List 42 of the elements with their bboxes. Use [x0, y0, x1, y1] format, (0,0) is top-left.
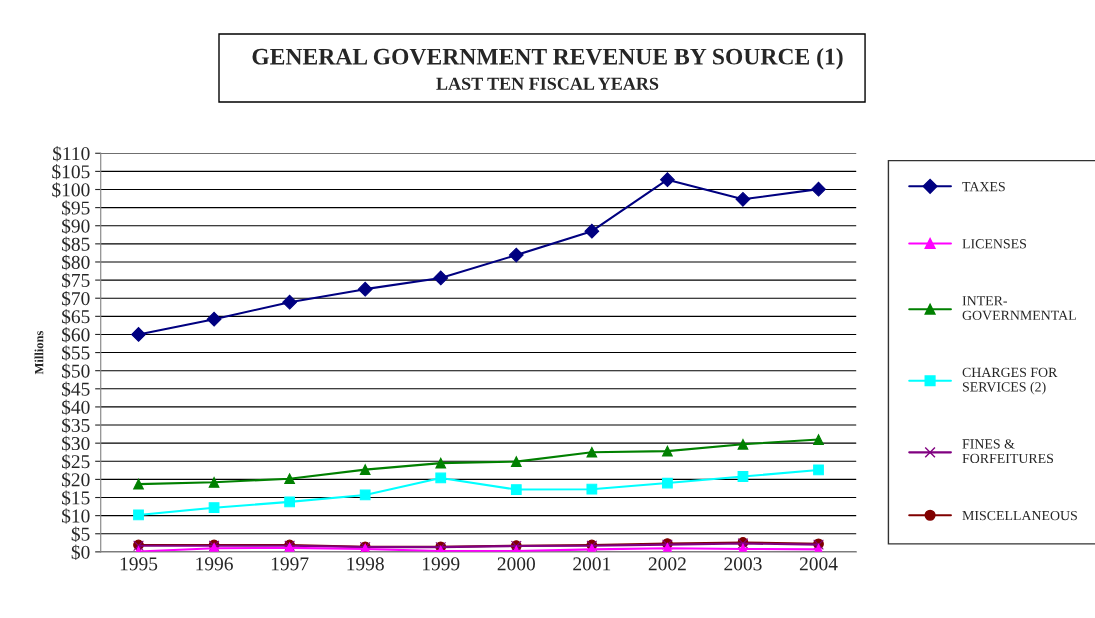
x-tick-label: 1996 [196, 557, 233, 571]
x-tick-label: 1995 [120, 557, 158, 571]
chart-title: GENERAL GOVERNMENT REVENUE BY SOURCE (1) [252, 48, 843, 70]
y-tick-label: $35 [61, 417, 90, 434]
y-tick-label: $30 [61, 435, 90, 452]
x-tick-label: 1998 [347, 557, 384, 571]
legend-label: MISCELLANEOUS [962, 510, 1077, 521]
y-tick-label: $65 [61, 309, 90, 325]
y-tick-label: $75 [61, 272, 90, 289]
y-tick-label: $25 [61, 453, 90, 470]
y-tick-label: $100 [52, 182, 90, 198]
y-tick-label: $105 [52, 164, 90, 180]
y-tick-label: $20 [61, 472, 90, 488]
y-tick-label: $15 [61, 490, 90, 506]
y-tick-label: $95 [61, 200, 90, 216]
x-tick-label: 1997 [271, 557, 309, 571]
y-tick-label: $60 [61, 327, 90, 343]
x-tick-label: 2004 [799, 557, 838, 571]
y-tick-label: $50 [61, 363, 90, 379]
y-tick-label: $85 [61, 236, 90, 253]
x-tick-label: 2002 [648, 557, 686, 571]
y-tick-label: $80 [61, 254, 90, 271]
y-tick-label: $110 [53, 145, 90, 162]
y-axis-title: Millions [34, 331, 44, 375]
x-tick-label: 2003 [724, 557, 762, 571]
y-tick-label: $90 [61, 218, 90, 234]
x-tick-label: 2000 [497, 557, 535, 571]
y-tick-label: $55 [61, 345, 90, 361]
y-tick-label: $5 [71, 526, 90, 542]
legend-label: INTER- GOVERNMENTAL [962, 296, 1076, 321]
y-tick-label: $40 [61, 399, 90, 416]
legend-label: FINES & FORFEITURES [962, 439, 1054, 464]
x-tick-label: 2001 [573, 557, 611, 571]
legend-label: LICENSES [962, 239, 1026, 249]
legend-label: TAXES [962, 181, 1005, 192]
chart-subtitle: LAST TEN FISCAL YEARS [436, 77, 659, 90]
y-tick-label: $0 [71, 544, 90, 561]
y-tick-label: $70 [61, 290, 90, 307]
y-tick-label: $45 [61, 381, 90, 398]
x-tick-label: 1999 [423, 557, 460, 571]
legend-label: CHARGES FOR SERVICES (2) [962, 367, 1058, 395]
y-tick-label: $10 [61, 508, 90, 524]
